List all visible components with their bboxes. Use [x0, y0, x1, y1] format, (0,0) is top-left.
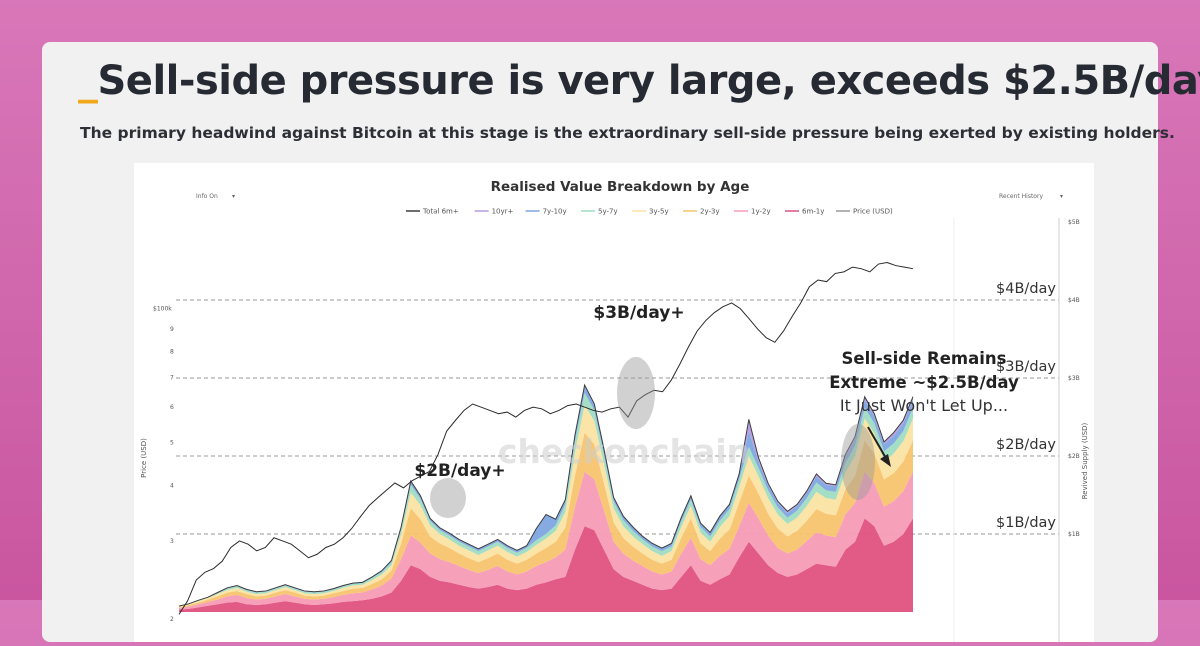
legend-item-8: Price (USD) — [853, 208, 893, 216]
legend-item-1: 10yr+ — [492, 208, 514, 216]
legend-item-5: 2y-3y — [700, 208, 720, 216]
annotation-recent-1: Sell-side Remains — [842, 349, 1007, 368]
left-tick-0: $100k — [153, 306, 172, 313]
highlight-peak2 — [617, 357, 655, 429]
left-tick-2: 8 — [170, 349, 174, 356]
left-tick-8: 2 — [170, 616, 174, 623]
chart-title: Realised Value Breakdown by Age — [491, 179, 750, 195]
right-axis-label: Revived Supply (USD) — [1081, 422, 1089, 499]
left-tick-1: 9 — [170, 326, 174, 333]
realised-value-chart: checkonchain Realised Value Breakdown by… — [134, 163, 1094, 642]
history-menu[interactable]: Recent History — [999, 193, 1043, 200]
left-axis-label: Price (USD) — [140, 438, 148, 478]
legend-item-7: 6m-1y — [802, 208, 824, 216]
left-tick-3: 7 — [170, 374, 174, 381]
chart-areas — [179, 385, 913, 612]
left-tick-6: 4 — [170, 482, 174, 489]
right-tick-2: $3B — [1068, 375, 1080, 382]
page-subtitle: The primary headwind against Bitcoin at … — [80, 124, 1140, 142]
chart-panel: checkonchain Realised Value Breakdown by… — [134, 163, 1094, 642]
headline-text: Sell-side pressure is very large, exceed… — [98, 58, 1200, 104]
right-tick-3: $2B — [1068, 453, 1080, 460]
content-card: _Sell-side pressure is very large, excee… — [42, 42, 1158, 642]
legend-item-4: 3y-5y — [649, 208, 669, 216]
annotation-peak2: $3B/day+ — [593, 303, 684, 323]
left-tick-7: 3 — [170, 538, 174, 545]
right-tick-4: $1B — [1068, 531, 1080, 538]
left-tick-5: 5 — [170, 439, 174, 446]
annotation-recent-3: It Just Won't Let Up... — [840, 396, 1008, 415]
highlight-recent — [841, 424, 875, 500]
annotation-recent-2: Extreme ~$2.5B/day — [829, 373, 1019, 392]
page-headline: _Sell-side pressure is very large, excee… — [78, 58, 1138, 104]
headline-accent: _ — [78, 58, 98, 104]
reference-label-2: $2B/day — [996, 437, 1056, 453]
info-menu[interactable]: Info On — [196, 193, 218, 200]
legend-item-3: 5y-7y — [598, 208, 618, 216]
history-menu-chevron: ▾ — [1060, 193, 1063, 200]
watermark: checkonchain — [498, 432, 750, 471]
annotation-peak1: $2B/day+ — [414, 461, 505, 481]
right-tick-1: $4B — [1068, 297, 1080, 304]
legend-item-2: 7y-10y — [543, 208, 567, 216]
reference-label-3: $1B/day — [996, 515, 1056, 531]
legend-item-0: Total 6m+ — [422, 208, 459, 216]
info-menu-chevron: ▾ — [232, 193, 235, 200]
right-tick-0: $5B — [1068, 219, 1080, 226]
left-tick-4: 6 — [170, 404, 174, 411]
legend-item-6: 1y-2y — [751, 208, 771, 216]
reference-label-0: $4B/day — [996, 281, 1056, 297]
highlight-peak1 — [430, 478, 466, 518]
